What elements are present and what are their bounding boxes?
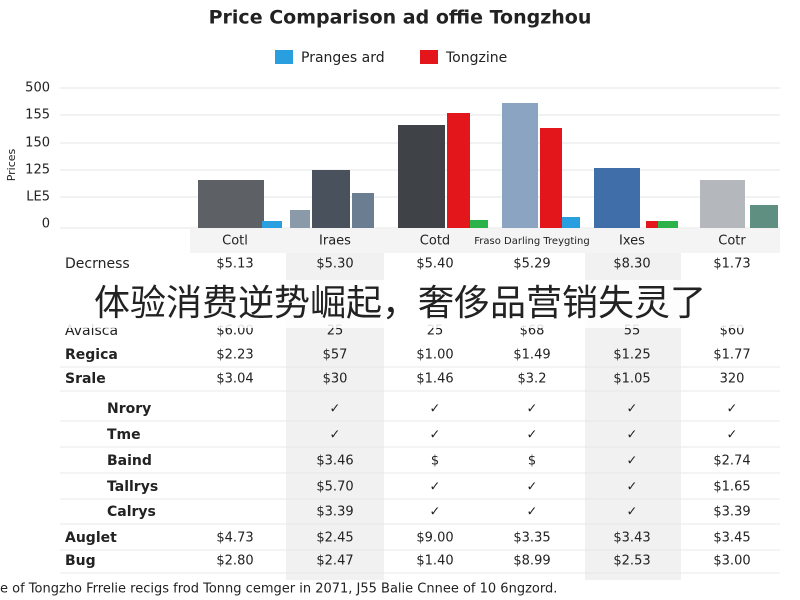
cell: $3.2	[518, 372, 547, 387]
cell: $5.70	[316, 480, 353, 495]
row-label: Nrory	[107, 401, 151, 417]
headline: 体验消费逆势崛起，奢侈品营销失灵了	[94, 283, 706, 324]
legend-label: Pranges ard	[301, 50, 385, 66]
cell: ✓	[330, 402, 341, 417]
cell: $2.74	[713, 454, 750, 469]
cell: $8.99	[513, 554, 550, 569]
cell: ✓	[527, 402, 538, 417]
row-label: Tallrys	[107, 479, 158, 495]
cell: $3.04	[216, 372, 253, 387]
cell: $4.73	[216, 531, 253, 546]
y-tick-label: 500	[25, 81, 50, 96]
headline-band	[0, 280, 800, 328]
cell: $	[528, 454, 536, 469]
legend-label: Tongzine	[445, 50, 507, 66]
cell: $1.00	[416, 348, 453, 363]
column-header: Fraso Darling Treygting	[474, 236, 589, 247]
row-label: Bug	[65, 553, 96, 569]
column-header: Iraes	[319, 234, 351, 249]
cell: $57	[323, 348, 348, 363]
column-header: Ixes	[619, 234, 645, 249]
cell: ✓	[627, 505, 638, 520]
cell: ✓	[727, 428, 738, 443]
y-tick-label: 125	[25, 163, 50, 178]
cell: $1.05	[613, 372, 650, 387]
column-header: Cotd	[420, 234, 450, 249]
cell: $1.46	[416, 372, 453, 387]
cell: $1.77	[713, 348, 750, 363]
row-label: Tme	[107, 427, 141, 443]
cell: $1.73	[713, 257, 750, 272]
cell: ✓	[627, 428, 638, 443]
legend-swatch	[420, 50, 438, 64]
y-axis-label: Prices	[5, 148, 18, 181]
y-tick-label: 150	[25, 136, 50, 151]
cell: $5.29	[513, 257, 550, 272]
cell: 320	[720, 372, 745, 387]
cell: $3.39	[316, 505, 353, 520]
cell: $8.30	[613, 257, 650, 272]
cell: ✓	[727, 402, 738, 417]
title: Price Comparison ad offie Tongzhou	[209, 7, 592, 29]
cell: $1.25	[613, 348, 650, 363]
cell: ✓	[627, 402, 638, 417]
column-header: Cotr	[718, 234, 746, 249]
header-band	[190, 229, 780, 253]
cell: ✓	[627, 480, 638, 495]
row-label: Calrys	[107, 504, 156, 520]
cell: $2.45	[316, 531, 353, 546]
cell: ✓	[430, 480, 441, 495]
cell: ✓	[527, 480, 538, 495]
cell: $2.47	[316, 554, 353, 569]
cell: $5.40	[416, 257, 453, 272]
row-label: Regica	[65, 347, 118, 363]
cell: $	[431, 454, 439, 469]
legend-swatch	[275, 50, 293, 64]
footer: e of Tongzho Frrelie recigs frod Tonng c…	[0, 582, 557, 597]
row-label: Srale	[65, 371, 106, 387]
cell: $30	[323, 372, 348, 387]
cell: $2.23	[216, 348, 253, 363]
y-tick-label: 0	[42, 217, 50, 232]
cell: $3.45	[713, 531, 750, 546]
row-label: Baind	[107, 453, 152, 469]
table: Cotl Iraes Cotd Fraso Darling Treygting Ixes…	[60, 234, 780, 574]
cell: $1.40	[416, 554, 453, 569]
cell: ✓	[430, 428, 441, 443]
cell: $2.80	[216, 554, 253, 569]
cell: $2.53	[613, 554, 650, 569]
cell: ✓	[330, 428, 341, 443]
cell: $5.13	[216, 257, 253, 272]
cell: ✓	[527, 428, 538, 443]
y-tick-label: 155	[25, 108, 50, 123]
cell: $1.49	[513, 348, 550, 363]
cell: $3.46	[316, 454, 353, 469]
cell: ✓	[627, 454, 638, 469]
cell: $3.43	[613, 531, 650, 546]
row-label: Decrness	[65, 256, 130, 272]
cell: $9.00	[416, 531, 453, 546]
cell: $3.00	[713, 554, 750, 569]
row-label: Auglet	[65, 530, 117, 546]
cell: $3.35	[513, 531, 550, 546]
cell: ✓	[430, 505, 441, 520]
cell: ✓	[430, 402, 441, 417]
cell: $5.30	[316, 257, 353, 272]
y-axis: 500 155 150 125 LE5 0	[25, 81, 50, 232]
y-tick-label: LE5	[26, 190, 50, 205]
cell: $3.39	[713, 505, 750, 520]
cell: ✓	[527, 505, 538, 520]
legend: Pranges ard Tongzine	[275, 50, 507, 66]
illustrations	[198, 103, 778, 228]
column-header: Cotl	[222, 234, 248, 249]
cell: $1.65	[713, 480, 750, 495]
